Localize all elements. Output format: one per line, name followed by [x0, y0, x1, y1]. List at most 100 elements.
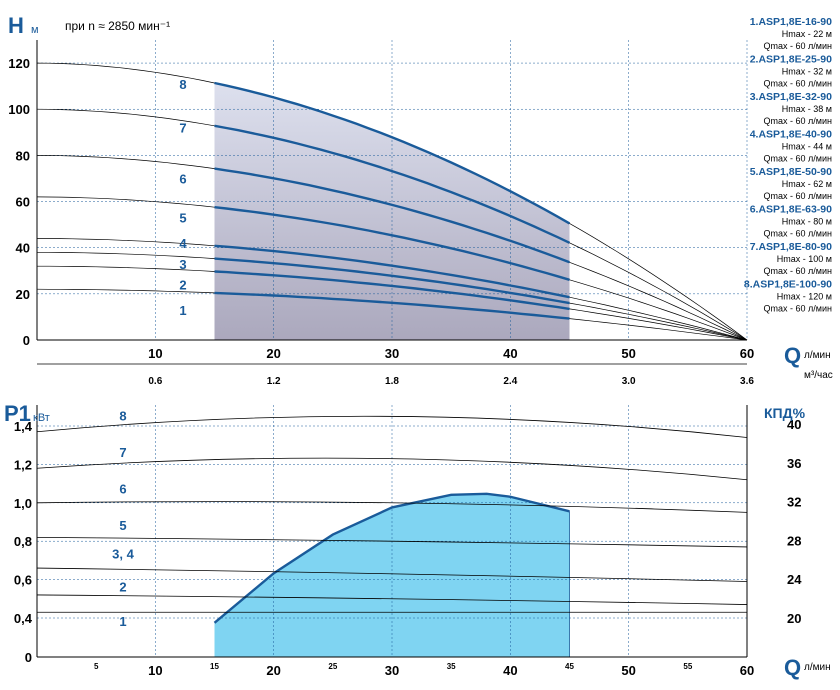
y2-tick-label: 32 [787, 495, 801, 510]
legend-model: 6.ASP1,8E-63-90 [750, 204, 832, 216]
speed-note: при n ≈ 2850 мин⁻¹ [65, 19, 170, 33]
y2-tick-label: 28 [787, 533, 801, 548]
legend-qmax: Qmax - 60 л/мин [764, 41, 832, 51]
legend-model: 2.ASP1,8E-25-90 [750, 54, 832, 66]
y2-tick-label: 20 [787, 611, 801, 626]
x2-tick-label: 0.6 [148, 376, 162, 387]
x-tick-label: 30 [385, 346, 399, 361]
x-minor-tick-label: 25 [328, 662, 337, 671]
power-curve-label: 2 [119, 579, 126, 594]
curve-operating [214, 291, 570, 320]
curve-operating [214, 270, 570, 311]
x-tick-label: 40 [503, 346, 517, 361]
curve-operating [214, 244, 570, 299]
curve-operating [214, 206, 570, 281]
legend-hmax: Hmax - 38 м [782, 104, 832, 114]
legend-model: 7.ASP1,8E-80-90 [750, 241, 832, 253]
legend-hmax: Hmax - 100 м [777, 254, 832, 264]
power-curve-label: 8 [119, 408, 126, 423]
y-tick-label: 0,6 [14, 573, 32, 588]
legend-qmax: Qmax - 60 л/мин [764, 229, 832, 239]
power-curve [36, 536, 748, 548]
legend-hmax: Hmax - 32 м [782, 67, 832, 77]
x2-tick-label: 1.8 [385, 376, 399, 387]
legend-model: 8.ASP1,8E-100-90 [744, 279, 832, 291]
legend-model: 1.ASP1,8E-16-90 [750, 16, 832, 28]
curve-number-label: 5 [179, 211, 186, 226]
legend-hmax: Hmax - 120 м [777, 292, 832, 302]
power-axis-unit: кВт [33, 412, 50, 424]
y-tick-label: 0 [23, 333, 30, 348]
operating-range-area [214, 82, 570, 340]
legend-hmax: Hmax - 22 м [782, 29, 832, 39]
flow-axis-title-bottom: Q [784, 655, 801, 680]
legend-model: 5.ASP1,8E-50-90 [750, 166, 832, 178]
x-minor-tick-label: 15 [210, 662, 219, 671]
x-minor-tick-label: 55 [683, 662, 692, 671]
x-minor-tick-label: 45 [565, 662, 574, 671]
legend-qmax: Qmax - 60 л/мин [764, 191, 832, 201]
curve-number-label: 1 [179, 303, 186, 318]
y-tick-label: 60 [16, 195, 30, 210]
curve-operating [214, 124, 571, 244]
power-curve-label: 7 [119, 445, 126, 460]
y2-tick-label: 40 [787, 417, 801, 432]
y-tick-label: 0 [25, 650, 32, 665]
x-tick-label: 60 [740, 346, 754, 361]
power-curve [36, 594, 748, 605]
x-tick-label: 50 [621, 663, 635, 678]
legend-hmax: Hmax - 44 м [782, 142, 832, 152]
y-tick-label: 100 [8, 102, 30, 117]
x-tick-label: 20 [266, 663, 280, 678]
head-axis-title: Н [8, 13, 24, 38]
y2-tick-label: 36 [787, 456, 801, 471]
x-minor-tick-label: 5 [94, 662, 99, 671]
power-curve-label: 3, 4 [112, 547, 134, 562]
curve-operating [214, 81, 571, 225]
y-tick-label: 120 [8, 56, 30, 71]
legend-qmax: Qmax - 60 л/мин [764, 154, 832, 164]
curve-number-label: 8 [179, 77, 186, 92]
x2-tick-label: 2.4 [503, 376, 517, 387]
head-flow-chart: 0 20 40 60 80 100 120 10 20 30 40 50 60 0.6 1.2 1.8 2.4 3… [8, 16, 832, 387]
efficiency-area [214, 493, 570, 657]
power-curve [36, 567, 748, 582]
x-tick-label: 10 [148, 663, 162, 678]
power-curve-label: 6 [119, 481, 126, 496]
legend-hmax: Hmax - 62 м [782, 179, 832, 189]
curve-operating [214, 257, 570, 305]
legend-qmax: Qmax - 60 л/мин [764, 304, 832, 314]
x-tick-label: 20 [266, 346, 280, 361]
power-curve-label: 1 [119, 614, 126, 629]
curve-number-label: 7 [179, 121, 186, 136]
power-curve [36, 457, 748, 481]
legend-model: 3.ASP1,8E-32-90 [750, 91, 832, 103]
y2-tick-label: 24 [787, 572, 802, 587]
legend-qmax: Qmax - 60 л/мин [764, 116, 832, 126]
legend-hmax: Hmax - 80 м [782, 217, 832, 227]
x-tick-label: 60 [740, 663, 754, 678]
y-tick-label: 40 [16, 241, 30, 256]
legend-model: 4.ASP1,8E-40-90 [750, 129, 832, 141]
x-tick-label: 10 [148, 346, 162, 361]
x2-tick-label: 3.6 [740, 376, 754, 387]
y-tick-label: 1,2 [14, 457, 32, 472]
x2-tick-label: 1.2 [267, 376, 281, 387]
efficiency-axis-title: КПД% [764, 405, 806, 421]
power-axis-title: P1 [4, 401, 31, 426]
x-tick-label: 30 [385, 663, 399, 678]
head-axis-unit: м [31, 24, 39, 36]
legend-qmax: Qmax - 60 л/мин [764, 79, 832, 89]
power-curve [36, 501, 748, 513]
flow-unit-bottom: л/мин [804, 662, 831, 673]
x-minor-tick-label: 35 [447, 662, 456, 671]
legend-qmax: Qmax - 60 л/мин [764, 266, 832, 276]
curve-operating [214, 167, 570, 264]
flow-unit-lmin: л/мин [804, 350, 831, 361]
x2-tick-label: 3.0 [622, 376, 636, 387]
y-tick-label: 0,8 [14, 534, 32, 549]
x-tick-label: 50 [621, 346, 635, 361]
y-tick-label: 0,4 [14, 611, 33, 626]
